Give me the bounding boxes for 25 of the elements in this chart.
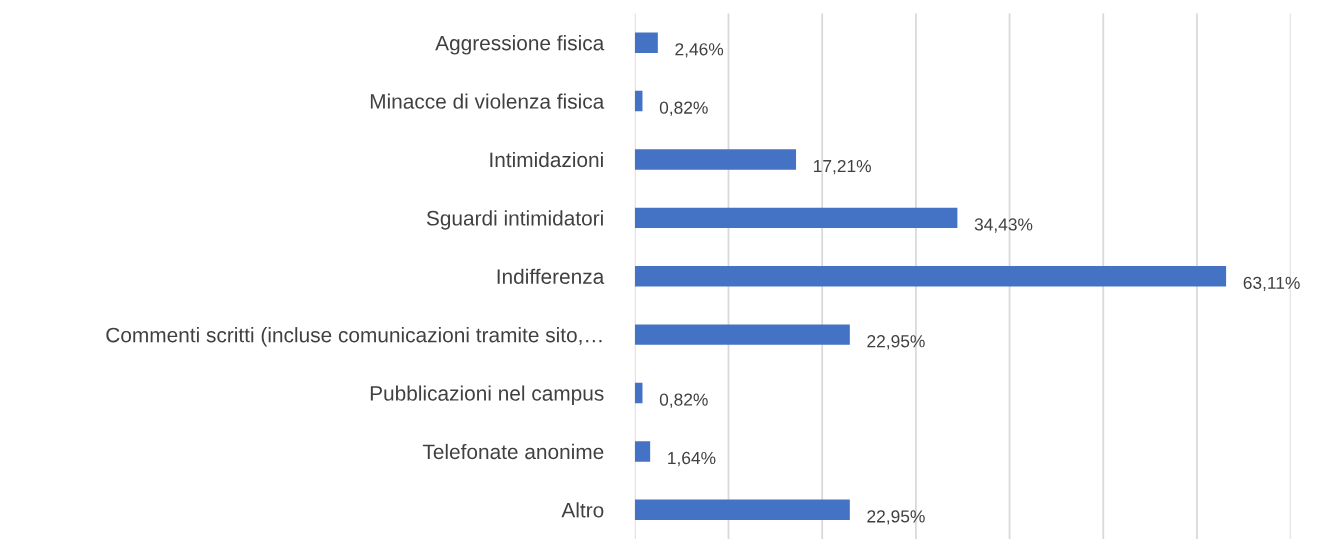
bar [634, 266, 1227, 287]
y-tick-label: Altro [561, 502, 604, 518]
bar [634, 324, 850, 345]
bar [634, 207, 958, 229]
data-label: 17,21% [814, 159, 871, 175]
bar [634, 149, 797, 170]
data-label: 0,82% [659, 101, 708, 116]
y-tick-label: Minacce di violenza fisica [370, 93, 605, 109]
data-label: 22,95% [867, 510, 925, 525]
bar [634, 32, 658, 53]
data-label: 0,82% [659, 393, 708, 408]
data-label: 63,11% [1243, 276, 1300, 292]
data-label: 1,64% [668, 451, 716, 467]
y-tick-label: Pubblicazioni nel campus [370, 385, 604, 405]
y-tick-label: Intimidazioni [490, 151, 603, 168]
data-label: 34,43% [974, 218, 1033, 233]
bar [634, 441, 651, 462]
data-label: 22,95% [867, 335, 925, 350]
y-tick-label: Indifferenza [497, 268, 605, 284]
y-tick-label: Aggressione fisica [435, 35, 605, 55]
y-tick-label: Commenti scritti (incluse comunicazioni tramite sito,… [106, 327, 602, 347]
data-label: 2,46% [675, 43, 724, 58]
y-tick-label: Telefonate anonime [422, 443, 604, 460]
y-tick-label: Sguardi intimidatori [426, 210, 603, 230]
bar [634, 499, 850, 521]
